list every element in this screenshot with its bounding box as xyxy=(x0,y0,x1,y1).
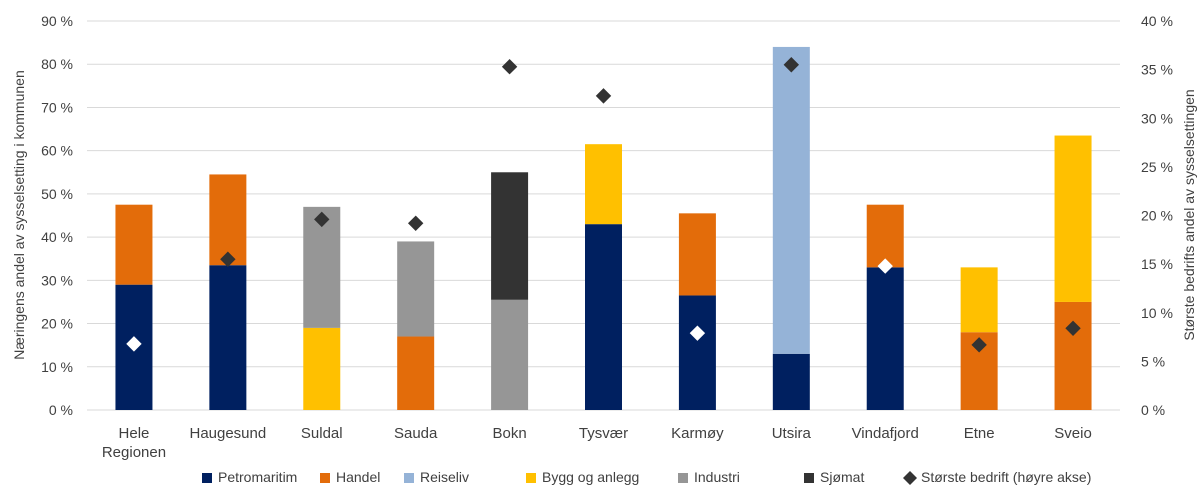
marker-point xyxy=(220,251,236,267)
y-tick-label: 80 % xyxy=(41,56,73,72)
legend-swatch xyxy=(404,473,414,483)
bar-group xyxy=(115,46,1092,410)
legend-swatch xyxy=(804,473,814,483)
marker-point xyxy=(407,215,424,231)
bar-segment xyxy=(866,204,904,268)
y-tick-label: 0 % xyxy=(49,402,73,418)
category-label: Etne xyxy=(964,425,995,442)
marker-point xyxy=(877,258,893,274)
y-axis-title: Næringens andel av sysselsetting i kommu… xyxy=(11,70,27,359)
legend-label: Største bedrift (høyre akse) xyxy=(921,469,1091,485)
y-tick-label: 60 % xyxy=(41,143,73,159)
bar-segment xyxy=(772,353,810,410)
legend-label: Sjømat xyxy=(820,469,864,485)
y-tick-label: 10 % xyxy=(41,359,73,375)
bar-segment xyxy=(397,241,435,337)
category-label: Utsira xyxy=(772,425,812,442)
legend-marker xyxy=(903,471,917,485)
right-axis-ticks: 0 % 5 % 10 % 15 % 20 % 25 % 30 % 35 % 40 % xyxy=(1141,13,1173,418)
category-label: Vindafjord xyxy=(852,425,919,442)
left-axis-ticks: 0 % 10 % 20 % 30 % 40 % 50 % 60 % 70 % 80 % 90 % xyxy=(41,13,73,418)
bar-segment xyxy=(397,336,435,410)
category-label: Sauda xyxy=(394,425,438,442)
y-tick-label: 20 % xyxy=(41,316,73,332)
marker-point xyxy=(971,337,987,353)
category-label: Karmøy xyxy=(671,425,724,442)
y-tick-label: 50 % xyxy=(41,186,73,202)
marker-point xyxy=(1065,320,1081,337)
y2-tick-label: 25 % xyxy=(1141,159,1173,175)
y-tick-label: 70 % xyxy=(41,99,73,115)
y2-tick-label: 40 % xyxy=(1141,13,1173,29)
category-label: Sveio xyxy=(1054,425,1092,442)
legend-swatch xyxy=(202,473,212,483)
legend-label: Handel xyxy=(336,469,380,485)
category-label: Hele xyxy=(119,425,150,442)
marker-point xyxy=(783,57,800,73)
bar-segment xyxy=(209,265,247,410)
bar-segment xyxy=(866,267,904,410)
legend-label: Industri xyxy=(694,469,740,485)
bar-segment xyxy=(585,224,622,410)
y2-tick-label: 20 % xyxy=(1141,208,1173,224)
bar-segment xyxy=(772,46,810,354)
y-tick-label: 40 % xyxy=(41,229,73,245)
marker-group xyxy=(126,57,1081,353)
category-labels: Hele Regionen Haugesund Suldal Sauda Bokn Tysv… xyxy=(102,425,1092,461)
y2-tick-label: 10 % xyxy=(1141,305,1173,321)
y2-tick-label: 30 % xyxy=(1141,110,1173,126)
bar-segment xyxy=(678,213,716,296)
y2-tick-label: 15 % xyxy=(1141,256,1173,272)
bar-segment xyxy=(491,299,529,410)
legend-label: Petromaritim xyxy=(218,469,297,485)
y2-tick-label: 5 % xyxy=(1141,353,1165,369)
category-label: Haugesund xyxy=(189,425,266,442)
bar-segment xyxy=(303,327,341,410)
legend: Petromaritim Handel Reiseliv Bygg og anlegg… xyxy=(202,469,1091,485)
y-tick-label: 30 % xyxy=(41,272,73,288)
bar-segment xyxy=(209,174,247,266)
bar-segment xyxy=(678,295,716,410)
category-label: Suldal xyxy=(301,425,343,442)
bar-segment xyxy=(491,172,529,300)
category-label: Bokn xyxy=(492,425,526,442)
marker-point xyxy=(689,325,706,341)
y2-axis-title: Største bedrifts andel av sysselsettinge… xyxy=(1181,89,1197,340)
bar-segment xyxy=(960,267,998,333)
legend-label: Reiseliv xyxy=(420,469,469,485)
bar-segment xyxy=(585,144,622,225)
bar-segment xyxy=(1054,135,1092,302)
y2-tick-label: 35 % xyxy=(1141,62,1173,78)
y-tick-label: 90 % xyxy=(41,13,73,29)
legend-swatch xyxy=(320,473,330,483)
category-label: Tysvær xyxy=(579,425,628,442)
marker-point xyxy=(314,211,330,228)
bar-segment xyxy=(115,204,153,285)
category-label: Regionen xyxy=(102,444,166,461)
legend-swatch xyxy=(526,473,536,483)
bar-segment xyxy=(1054,301,1092,410)
y2-tick-label: 0 % xyxy=(1141,402,1165,418)
marker-point xyxy=(595,88,612,104)
legend-label: Bygg og anlegg xyxy=(542,469,639,485)
marker-point xyxy=(126,336,142,352)
legend-swatch xyxy=(678,473,688,483)
marker-point xyxy=(501,59,518,75)
